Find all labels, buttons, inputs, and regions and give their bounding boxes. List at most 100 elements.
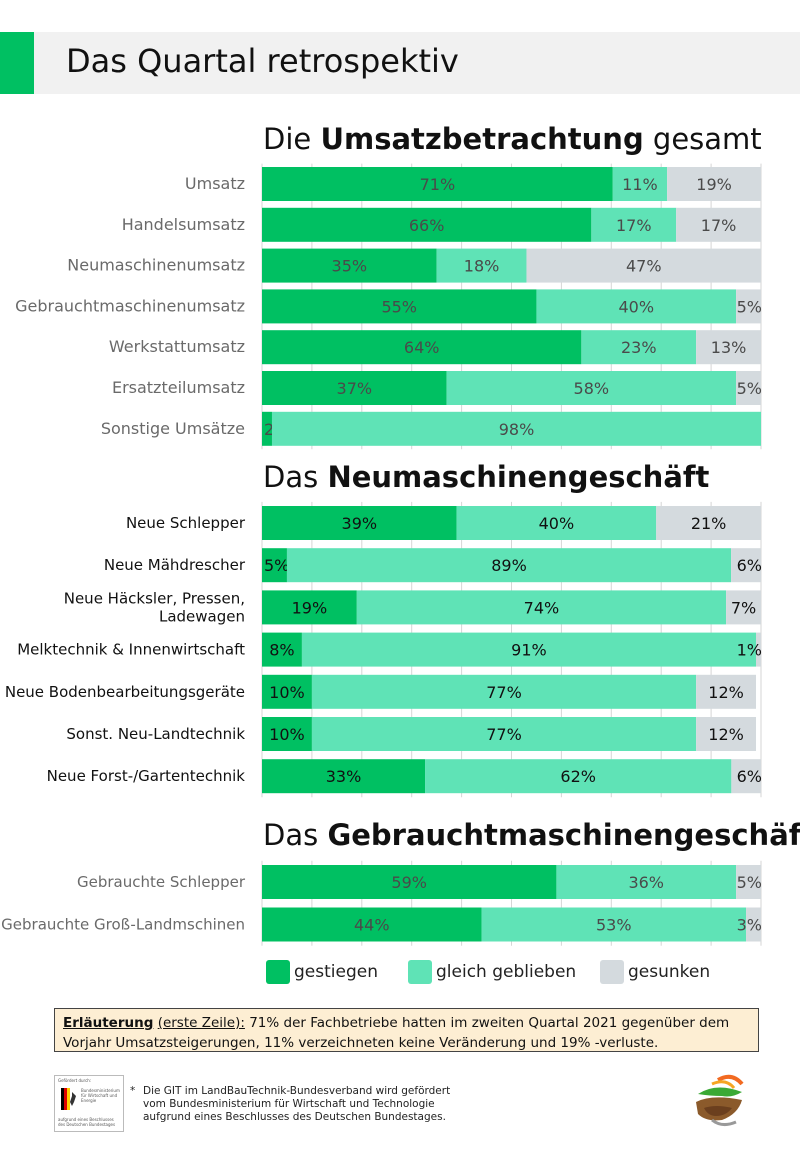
- footnote-line: vom Bundesministerium für Wirtschaft und…: [143, 1098, 435, 1110]
- bar-segment-down: [756, 632, 761, 667]
- bar-segment-same: [271, 411, 761, 446]
- bar-segment-same: [356, 590, 727, 625]
- category-label: Handelsumsatz: [122, 215, 245, 234]
- note-sub-label: (erste Zeile):: [157, 1015, 245, 1031]
- bar-segment-same: [591, 207, 677, 242]
- legend-label: gestiegen: [294, 962, 378, 982]
- bar-segment-same: [286, 548, 732, 583]
- data-label-up: 71%: [420, 175, 456, 194]
- page-title: Das Quartal retrospektiv: [66, 42, 459, 80]
- bar-segment-up: [262, 167, 613, 201]
- bar-segment-up: [262, 548, 287, 583]
- data-label-same: 77%: [486, 683, 522, 702]
- legend-label: gesunken: [628, 962, 711, 982]
- title-accent-bar: [0, 32, 34, 94]
- bar-segment-down: [736, 289, 761, 324]
- category-label: Gebrauchtmaschinenumsatz: [15, 296, 245, 315]
- bar-segment-down: [696, 330, 761, 365]
- data-label-same: 36%: [628, 873, 664, 892]
- data-label-down: 13%: [711, 338, 747, 357]
- data-label-up: 10%: [269, 725, 305, 744]
- data-label-down: 3%: [737, 916, 762, 935]
- data-label-same: 11%: [622, 175, 658, 194]
- bar-segment-up: [262, 865, 557, 899]
- data-label-same: 40%: [618, 297, 654, 316]
- bar-segment-same: [481, 907, 747, 942]
- heading-pre: Die: [263, 122, 321, 156]
- bar-segment-up: [262, 371, 447, 405]
- legend-item-gesunken: gesunken: [600, 960, 710, 984]
- data-label-up: 19%: [292, 598, 328, 617]
- bar-segment-up: [262, 330, 582, 365]
- data-label-down: 5%: [737, 379, 762, 398]
- data-label-same: 58%: [574, 379, 610, 398]
- bar-segment-down: [731, 548, 761, 583]
- data-label-same: 17%: [616, 216, 652, 235]
- note-text: 71% der Fachbetriebe hatten im zweiten Q…: [63, 1015, 730, 1051]
- bar-segment-down: [731, 759, 761, 794]
- bar-segment-down: [726, 590, 761, 625]
- category-label: Neue Schlepper: [126, 514, 246, 532]
- bar-segment-same: [301, 632, 757, 667]
- explanation-note: Erläuterung (erste Zeile): 71% der Fachb…: [54, 1008, 759, 1052]
- data-label-down: 12%: [708, 683, 744, 702]
- legend-swatch-gesunken: [600, 960, 624, 984]
- data-label-same: 40%: [539, 514, 575, 533]
- category-label: Melktechnik & Innenwirtschaft: [17, 641, 245, 659]
- bar-segment-up: [262, 506, 457, 540]
- category-label: Werkstattumsatz: [109, 337, 245, 356]
- category-label: Sonst. Neu-Landtechnik: [66, 725, 245, 743]
- bar-segment-same: [446, 371, 737, 405]
- data-label-down: 6%: [737, 767, 762, 786]
- data-label-down: 1%: [737, 641, 762, 660]
- bar-segment-up: [262, 907, 482, 942]
- bar-segment-down: [696, 674, 757, 709]
- bar-segment-same: [556, 865, 737, 899]
- data-label-up: 59%: [391, 873, 427, 892]
- data-label-up: 55%: [381, 297, 417, 316]
- bar-segment-up: [262, 207, 592, 242]
- funding-logo-top-text: Gefördert durch:: [58, 1078, 92, 1083]
- bar-segment-down: [667, 167, 761, 201]
- data-label-same: 77%: [486, 725, 522, 744]
- data-label-same: 74%: [524, 598, 560, 617]
- footnote-line: aufgrund eines Beschlusses des Deutschen…: [143, 1111, 446, 1123]
- section-heading-gebrauchtmaschinen: Das Gebrauchtmaschinengeschäft: [263, 818, 800, 852]
- footnote-line: Die GIT im LandBauTechnik-Bundesverband …: [143, 1085, 451, 1097]
- data-label-same: 53%: [596, 916, 632, 935]
- category-label: Sonstige Umsätze: [101, 419, 245, 438]
- heading-bold: Neumaschinengeschäft: [327, 460, 710, 494]
- bar-segment-same: [581, 330, 697, 365]
- category-label: Ladewagen: [159, 607, 245, 625]
- data-label-down: 5%: [737, 873, 762, 892]
- category-label: Neue Mähdrescher: [104, 556, 246, 574]
- section-heading-neumaschinen: Das Neumaschinengeschäft: [263, 460, 709, 494]
- data-label-same: 98%: [499, 420, 535, 439]
- category-label: Gebrauchte Groß-Landmschinen: [1, 916, 245, 934]
- footnote: * Die GIT im LandBauTechnik-Bundesverban…: [130, 1085, 451, 1124]
- data-label-down: 47%: [626, 257, 662, 276]
- heading-bold: Umsatzbetrachtung: [320, 122, 644, 156]
- bar-segment-up: [262, 411, 272, 446]
- data-label-up: 8%: [269, 641, 294, 660]
- category-label: Neue Bodenbearbeitungsgeräte: [5, 683, 245, 701]
- footnote-star: *: [130, 1085, 136, 1097]
- data-label-up: 37%: [337, 379, 373, 398]
- data-label-same: 91%: [511, 641, 547, 660]
- bar-segment-same: [436, 248, 527, 283]
- legend-swatch-gestiegen: [266, 960, 290, 984]
- bar-segment-up: [262, 717, 312, 751]
- bar-segment-down: [736, 865, 761, 899]
- legend-item-gestiegen: gestiegen: [266, 960, 378, 984]
- bar-segment-down: [746, 907, 761, 942]
- heading-pre: Das: [263, 460, 328, 494]
- data-label-up: 66%: [409, 216, 445, 235]
- category-label: Neue Forst-/Gartentechnik: [47, 767, 246, 785]
- data-label-same: 89%: [491, 556, 527, 575]
- data-label-down: 5%: [737, 297, 762, 316]
- landbautechnik-logo: [696, 1074, 744, 1127]
- bar-segment-down: [526, 248, 761, 283]
- category-label: Neumaschinenumsatz: [67, 256, 245, 275]
- bar-segment-up: [262, 759, 426, 794]
- legend-swatch-gleich: [408, 960, 432, 984]
